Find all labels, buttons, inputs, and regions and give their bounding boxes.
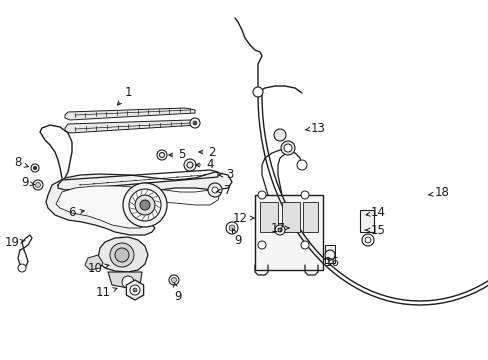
Circle shape (225, 222, 238, 234)
Circle shape (278, 228, 282, 232)
FancyBboxPatch shape (260, 202, 278, 232)
Circle shape (115, 248, 129, 262)
Circle shape (183, 159, 196, 171)
Text: 4: 4 (196, 158, 213, 171)
Circle shape (273, 129, 285, 141)
Polygon shape (85, 255, 103, 270)
FancyBboxPatch shape (254, 195, 323, 270)
Text: 8: 8 (14, 157, 28, 170)
Polygon shape (108, 272, 142, 288)
Text: 16: 16 (324, 256, 339, 269)
Circle shape (186, 162, 193, 168)
FancyBboxPatch shape (303, 202, 317, 232)
Circle shape (274, 225, 285, 235)
Circle shape (130, 285, 140, 295)
Text: 6: 6 (68, 207, 84, 220)
Circle shape (296, 160, 306, 170)
Circle shape (34, 166, 37, 170)
Text: 19: 19 (4, 237, 25, 249)
Text: 14: 14 (366, 207, 385, 220)
Polygon shape (126, 280, 143, 300)
Circle shape (281, 141, 294, 155)
Circle shape (140, 200, 150, 210)
Text: 10: 10 (87, 261, 109, 274)
Circle shape (301, 241, 308, 249)
Circle shape (193, 121, 197, 125)
Circle shape (31, 164, 39, 172)
Polygon shape (98, 237, 148, 272)
Text: 9: 9 (21, 176, 35, 189)
Circle shape (361, 234, 373, 246)
Polygon shape (65, 120, 197, 133)
Text: 15: 15 (364, 224, 385, 237)
Circle shape (301, 191, 308, 199)
FancyBboxPatch shape (325, 245, 334, 263)
Text: 13: 13 (305, 122, 325, 135)
Circle shape (190, 118, 200, 128)
Text: 9: 9 (173, 283, 182, 302)
Text: 1: 1 (117, 86, 131, 105)
Text: 11: 11 (95, 287, 117, 300)
Circle shape (36, 183, 41, 188)
Circle shape (123, 183, 167, 227)
Text: 18: 18 (428, 186, 448, 199)
Text: 5: 5 (168, 148, 185, 162)
Text: 7: 7 (216, 184, 231, 197)
Circle shape (122, 276, 134, 288)
Circle shape (252, 87, 263, 97)
Text: 12: 12 (232, 211, 253, 225)
Circle shape (169, 275, 179, 285)
Circle shape (207, 183, 222, 197)
Circle shape (18, 264, 26, 272)
Circle shape (129, 189, 161, 221)
Text: 9: 9 (232, 228, 241, 247)
Circle shape (212, 187, 218, 193)
FancyBboxPatch shape (282, 202, 299, 232)
Circle shape (258, 241, 265, 249)
Circle shape (364, 237, 370, 243)
Circle shape (228, 225, 235, 231)
Circle shape (325, 250, 334, 260)
Text: 17: 17 (270, 221, 288, 234)
Polygon shape (46, 172, 231, 235)
Text: 2: 2 (199, 145, 215, 158)
Circle shape (133, 288, 137, 292)
Polygon shape (56, 186, 220, 228)
Circle shape (157, 150, 167, 160)
FancyBboxPatch shape (359, 210, 373, 232)
Circle shape (284, 144, 291, 152)
Circle shape (135, 195, 155, 215)
Circle shape (171, 278, 176, 283)
Circle shape (33, 180, 43, 190)
Text: 3: 3 (219, 168, 233, 181)
Polygon shape (65, 108, 195, 120)
Circle shape (110, 243, 134, 267)
Circle shape (258, 191, 265, 199)
Circle shape (159, 153, 164, 158)
